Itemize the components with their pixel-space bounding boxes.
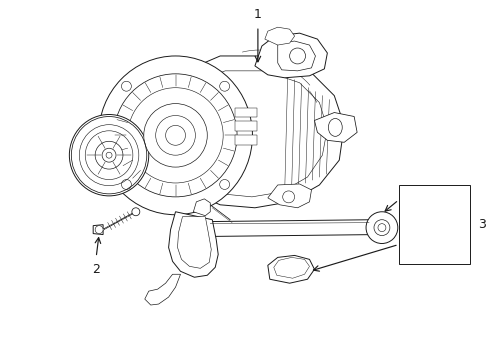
Ellipse shape	[69, 114, 148, 196]
Text: 3: 3	[477, 218, 485, 231]
Circle shape	[128, 88, 223, 183]
Polygon shape	[254, 33, 326, 78]
Bar	[235, 108, 256, 117]
Circle shape	[373, 220, 389, 235]
Polygon shape	[144, 274, 180, 305]
Bar	[398, 185, 469, 264]
Circle shape	[114, 74, 237, 197]
Circle shape	[165, 125, 185, 145]
Ellipse shape	[327, 118, 342, 136]
Circle shape	[377, 224, 385, 231]
Circle shape	[121, 180, 131, 189]
Bar	[235, 121, 256, 131]
Polygon shape	[168, 56, 344, 208]
Circle shape	[155, 116, 195, 155]
Circle shape	[219, 180, 229, 189]
Polygon shape	[181, 71, 326, 197]
Polygon shape	[168, 212, 218, 277]
Polygon shape	[193, 199, 210, 216]
Circle shape	[121, 81, 131, 91]
Circle shape	[366, 212, 397, 243]
Polygon shape	[93, 225, 103, 235]
Circle shape	[143, 104, 207, 167]
Polygon shape	[267, 184, 311, 208]
Circle shape	[102, 148, 116, 162]
Polygon shape	[200, 220, 381, 237]
Circle shape	[95, 226, 103, 234]
Ellipse shape	[99, 56, 252, 215]
Circle shape	[219, 81, 229, 91]
Polygon shape	[264, 27, 294, 45]
Text: 1: 1	[253, 8, 261, 21]
Circle shape	[106, 152, 112, 158]
Polygon shape	[273, 257, 309, 278]
Polygon shape	[277, 41, 315, 71]
Circle shape	[289, 48, 305, 64]
Circle shape	[95, 141, 122, 169]
Bar	[235, 135, 256, 145]
Text: 2: 2	[92, 264, 100, 276]
Polygon shape	[177, 217, 211, 268]
Circle shape	[282, 191, 294, 203]
Polygon shape	[267, 255, 314, 283]
Circle shape	[132, 208, 140, 216]
Polygon shape	[314, 113, 356, 142]
